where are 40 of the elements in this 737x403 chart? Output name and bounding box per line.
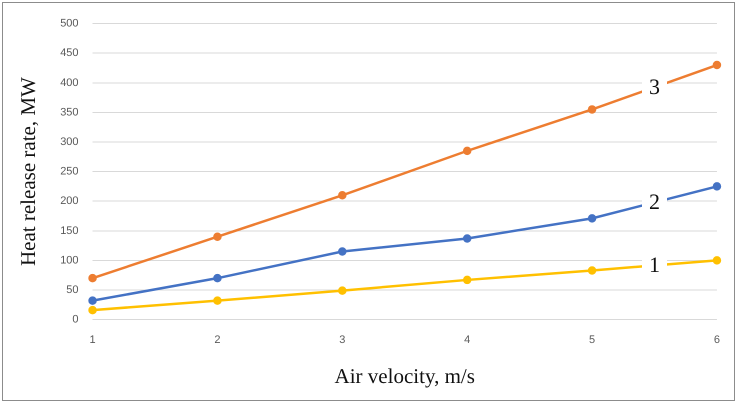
y-tick-label: 350	[60, 106, 79, 118]
point	[338, 286, 347, 295]
y-tick-label: 150	[60, 224, 79, 237]
x-tick-label: 4	[464, 334, 470, 346]
point	[88, 274, 97, 282]
point	[462, 276, 472, 284]
point	[213, 274, 222, 282]
point	[88, 306, 97, 314]
y-tick-label: 400	[60, 76, 79, 89]
point	[712, 60, 722, 70]
series-label: 2	[649, 189, 660, 214]
y-tick-label: 450	[60, 47, 79, 60]
x-tick-label: 3	[339, 334, 346, 346]
y-tick-label: 300	[60, 136, 79, 148]
y-tick-label: 200	[60, 195, 79, 208]
x-axis-title: Air velocity, m/s	[334, 364, 475, 388]
series-label: 1	[649, 252, 660, 278]
y-tick-label: 100	[60, 254, 79, 266]
point	[213, 296, 222, 305]
point	[588, 266, 596, 275]
point	[712, 256, 722, 265]
point	[588, 105, 596, 114]
point	[712, 182, 722, 191]
x-tick-label: 5	[589, 334, 596, 346]
x-tick-label: 2	[214, 334, 220, 346]
point	[338, 247, 347, 256]
y-tick-label: 50	[66, 284, 79, 296]
y-tick-label: 250	[60, 166, 79, 178]
x-tick-label: 6	[714, 334, 720, 346]
point	[338, 191, 347, 200]
point	[588, 214, 596, 223]
point	[88, 296, 97, 305]
y-tick-label: 0	[72, 314, 79, 326]
point	[462, 234, 472, 243]
point	[213, 232, 222, 241]
point	[462, 146, 472, 156]
y-axis-title: Heat release rate, MW	[16, 76, 40, 266]
series-label: 3	[649, 74, 660, 100]
y-tick-label: 500	[60, 18, 79, 30]
x-tick-label: 1	[89, 334, 96, 346]
